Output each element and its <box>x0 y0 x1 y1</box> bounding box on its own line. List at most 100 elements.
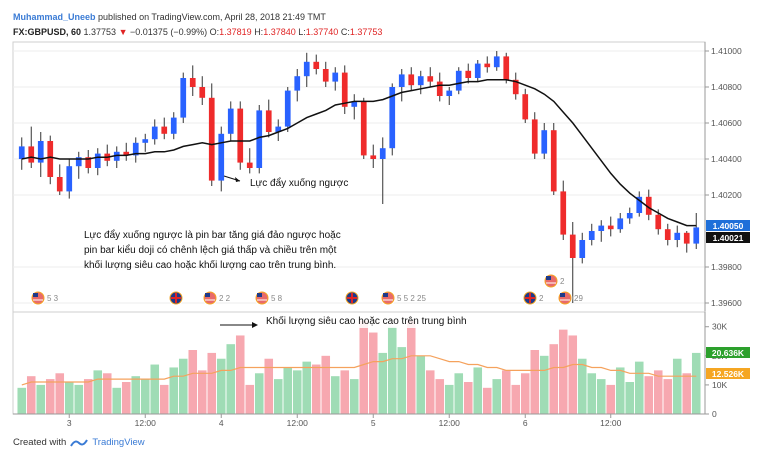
candle[interactable] <box>512 72 519 100</box>
candle[interactable] <box>379 137 386 204</box>
us-flag-event-icon[interactable]: 5 5 2 25 <box>380 290 426 306</box>
candle[interactable] <box>332 67 339 91</box>
candle-body <box>607 225 614 230</box>
candle[interactable] <box>75 151 82 179</box>
candle[interactable] <box>360 97 367 159</box>
candle-body <box>569 234 576 258</box>
us-flag-event-icon[interactable]: 5 8 <box>254 290 283 306</box>
candle[interactable] <box>170 112 177 140</box>
candle[interactable] <box>455 67 462 95</box>
candle[interactable] <box>180 72 187 123</box>
candle[interactable] <box>275 119 282 141</box>
candle[interactable] <box>636 191 643 217</box>
last-price: 1.37753 <box>83 27 117 37</box>
candle[interactable] <box>617 213 624 233</box>
uk-flag-event-icon[interactable]: 2 <box>522 290 544 306</box>
candle[interactable] <box>693 213 700 249</box>
candle[interactable] <box>417 70 424 95</box>
volume-axis[interactable]: 30K20K10K0 <box>704 312 727 419</box>
volume-bar <box>387 326 397 414</box>
tradingview-link[interactable]: TradingView <box>92 437 145 448</box>
event-markers[interactable]: 5 3 2 2 5 8 5 5 2 25 2 29 2 <box>30 273 583 306</box>
candle[interactable] <box>151 119 158 145</box>
candle[interactable] <box>569 222 576 303</box>
candle[interactable] <box>484 56 491 73</box>
candle[interactable] <box>142 133 149 152</box>
candle[interactable] <box>465 63 472 84</box>
candle[interactable] <box>28 126 35 168</box>
candle[interactable] <box>85 150 92 174</box>
candle[interactable] <box>408 67 415 91</box>
candle[interactable] <box>531 112 538 159</box>
candles[interactable] <box>18 51 700 303</box>
candle[interactable] <box>389 83 396 156</box>
candle[interactable] <box>208 83 215 186</box>
candle[interactable] <box>56 164 63 195</box>
time-axis[interactable]: 3 12:00 4 12:00 5 12:00 6 12:00 <box>13 413 705 428</box>
candle[interactable] <box>132 137 139 163</box>
candle[interactable] <box>598 220 605 242</box>
candle[interactable] <box>313 54 320 75</box>
candle[interactable] <box>560 180 567 240</box>
candle[interactable] <box>493 51 500 71</box>
candle[interactable] <box>37 132 44 177</box>
candle[interactable] <box>474 60 481 82</box>
candle[interactable] <box>588 223 595 246</box>
candle[interactable] <box>341 65 348 114</box>
volume-bar <box>539 355 549 414</box>
candle[interactable] <box>47 135 54 185</box>
candle[interactable] <box>265 99 272 138</box>
candle[interactable] <box>199 76 206 105</box>
candle[interactable] <box>645 189 652 221</box>
candle[interactable] <box>436 72 443 102</box>
price-tick-label: 1.40200 <box>711 190 742 200</box>
candle[interactable] <box>503 52 510 84</box>
candle-body <box>161 126 168 134</box>
candle[interactable] <box>427 67 434 87</box>
candle[interactable] <box>398 69 405 102</box>
candle[interactable] <box>683 231 690 253</box>
uk-flag-event-icon[interactable] <box>344 290 360 306</box>
candle[interactable] <box>664 223 671 246</box>
us-flag-event-icon[interactable]: 5 3 <box>30 290 59 306</box>
author-link[interactable]: Muhammad_Uneeb <box>13 12 96 22</box>
high-value: 1.37840 <box>263 27 296 37</box>
candle[interactable] <box>237 101 244 170</box>
candle[interactable] <box>522 88 529 123</box>
candle[interactable] <box>227 101 234 141</box>
candle[interactable] <box>550 123 557 195</box>
us-flag-event-icon[interactable]: 29 <box>557 290 583 306</box>
candle[interactable] <box>66 159 73 199</box>
candle[interactable] <box>674 225 681 248</box>
candle[interactable] <box>370 144 377 168</box>
candle[interactable] <box>626 207 633 224</box>
price-tick-label: 1.39800 <box>711 262 742 272</box>
symbol-label[interactable]: FX:GBPUSD, 60 <box>13 27 82 37</box>
candle[interactable] <box>294 69 301 102</box>
candle[interactable] <box>113 146 120 168</box>
candle[interactable] <box>246 148 253 174</box>
candle[interactable] <box>18 137 25 170</box>
candle[interactable] <box>607 216 614 237</box>
candle[interactable] <box>322 61 329 87</box>
candle[interactable] <box>189 65 196 96</box>
vol-badge-bg <box>706 368 750 379</box>
candle[interactable] <box>446 87 453 105</box>
candle[interactable] <box>579 232 586 264</box>
tradingview-logo-icon <box>70 438 89 447</box>
candle[interactable] <box>161 117 168 140</box>
candle[interactable] <box>284 87 291 132</box>
candle[interactable] <box>256 105 263 174</box>
candle[interactable] <box>303 52 310 87</box>
us-flag-event-icon[interactable]: 2 2 <box>202 290 231 306</box>
uk-flag-event-icon[interactable] <box>168 290 184 306</box>
candle[interactable] <box>123 142 130 161</box>
candle[interactable] <box>541 123 548 159</box>
volume-bar <box>26 376 36 414</box>
price-axis[interactable]: 1.41000 1.40800 1.40600 1.40400 1.40200 1.398… <box>704 42 742 312</box>
candle[interactable] <box>94 148 101 176</box>
us-flag-event-icon[interactable]: 2 <box>543 273 565 289</box>
candle[interactable] <box>218 126 225 192</box>
candle[interactable] <box>351 94 358 120</box>
candle-body <box>123 151 130 156</box>
